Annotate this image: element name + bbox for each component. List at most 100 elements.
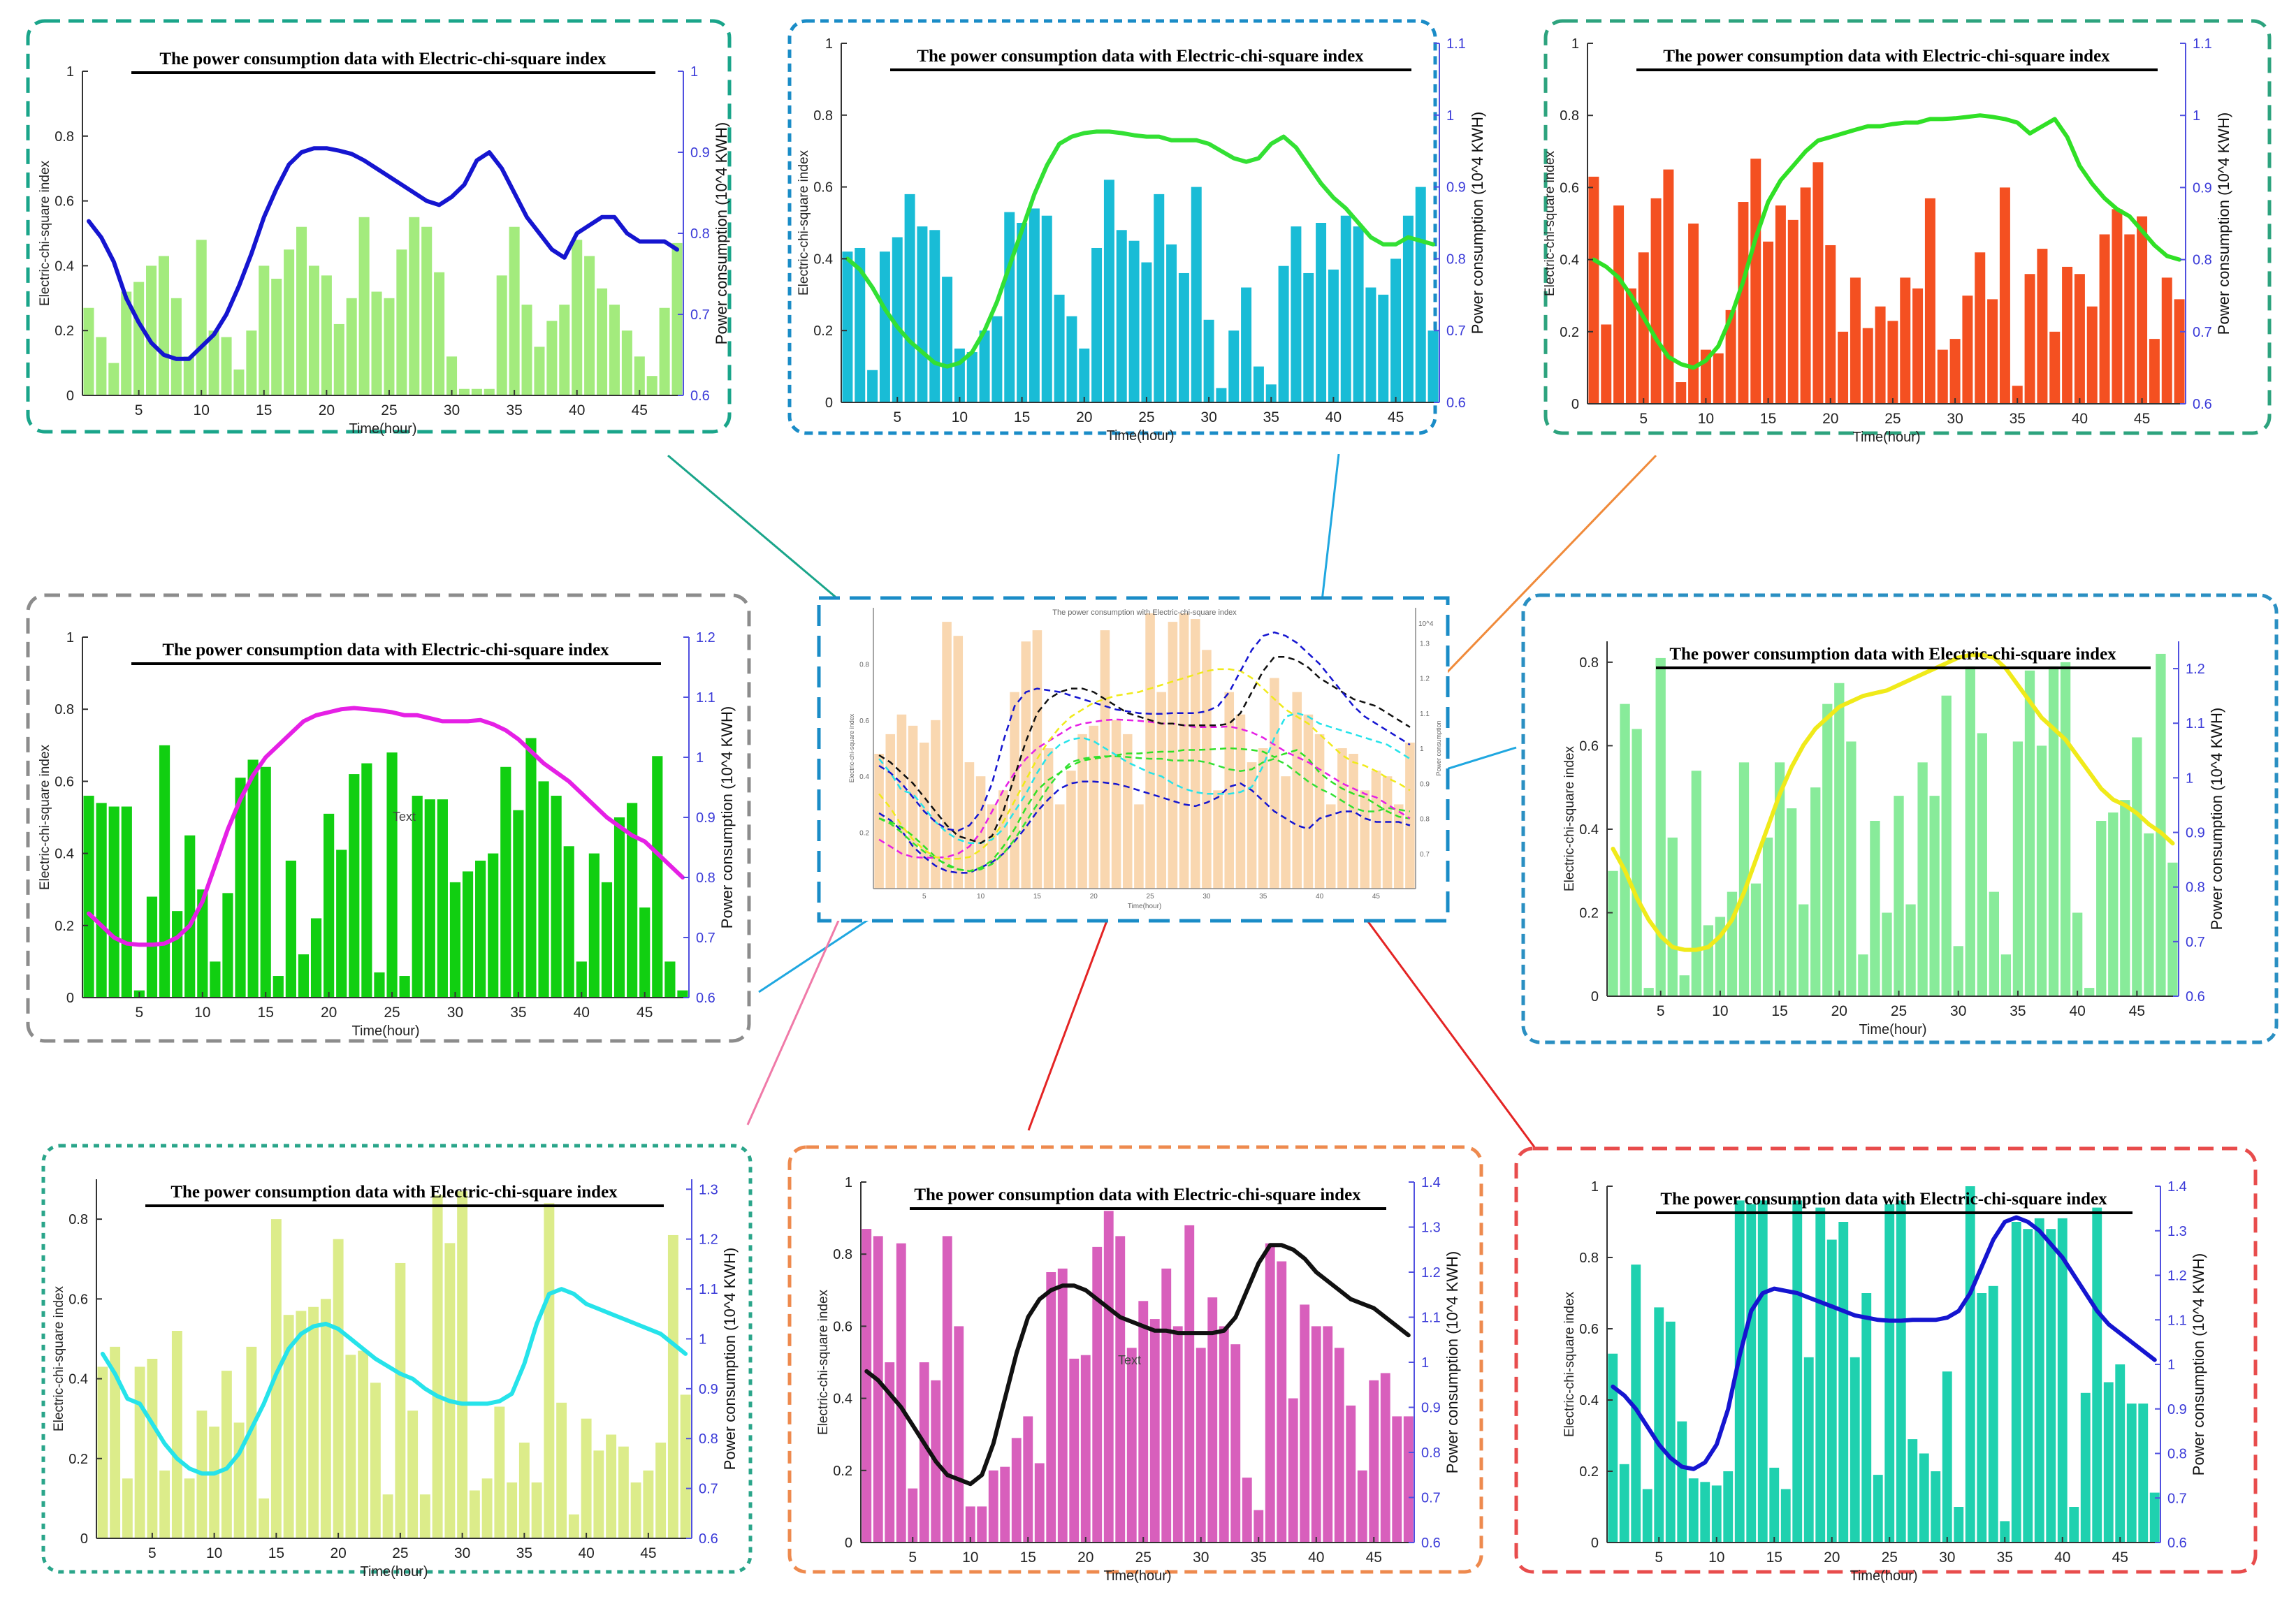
- bar: [2149, 1492, 2160, 1543]
- bar: [1987, 299, 1998, 404]
- bar: [358, 1350, 369, 1538]
- bar: [1141, 262, 1152, 402]
- bar: [170, 298, 182, 395]
- ytick-label: 0.4: [68, 1372, 88, 1387]
- bar: [929, 230, 940, 402]
- bar: [664, 961, 676, 998]
- bar: [979, 330, 990, 402]
- ytick-label: 0.2: [813, 323, 833, 339]
- ytick-label: 0: [1591, 989, 1599, 1005]
- y-axis-label: Electric-chi-square index: [52, 1285, 66, 1431]
- bar: [1988, 1285, 1998, 1543]
- bar: [1858, 954, 1868, 996]
- y2tick-label: 0.6: [699, 1531, 718, 1547]
- bar: [659, 307, 670, 395]
- y2-axis-label: Power consumption (10^4 KWH): [718, 706, 736, 928]
- bar: [1000, 1466, 1010, 1543]
- bar: [1882, 912, 1892, 996]
- y2tick-label: 0.9: [2193, 180, 2212, 196]
- center-ytick-label: 0.2: [859, 830, 869, 838]
- xtick-label: 30: [1200, 409, 1216, 425]
- center-bar: [919, 742, 929, 889]
- y2tick-label: 1.1: [2186, 716, 2205, 731]
- center-bar: [1270, 678, 1279, 889]
- xtick-label: 25: [1882, 1550, 1898, 1566]
- bar: [1303, 272, 1314, 402]
- bar: [2012, 386, 2023, 404]
- bar: [2096, 820, 2107, 996]
- xtick-label: 45: [1366, 1550, 1382, 1566]
- center-bar: [931, 720, 940, 889]
- center-series-line: [878, 631, 1411, 832]
- y2tick-label: 0.6: [1446, 395, 1466, 411]
- bar: [1149, 1319, 1160, 1543]
- ytick-label: 0.6: [1579, 1322, 1599, 1337]
- bar: [283, 1315, 294, 1538]
- bar: [308, 1306, 319, 1538]
- center-bar: [1258, 748, 1268, 889]
- bar: [1884, 1204, 1895, 1543]
- bar: [1278, 265, 1289, 402]
- ytick-label: 0: [1571, 397, 1579, 412]
- bar: [1029, 208, 1040, 402]
- bar: [1334, 1348, 1344, 1543]
- ytick-label: 0.2: [1560, 325, 1579, 340]
- bar: [1138, 1301, 1149, 1543]
- ytick-label: 0.4: [55, 847, 74, 862]
- bar: [1873, 1475, 1883, 1543]
- center-bar: [1100, 630, 1110, 889]
- bar: [412, 796, 423, 998]
- ytick-label: 0.6: [813, 180, 833, 196]
- ytick-label: 0: [80, 1531, 88, 1547]
- bar: [1203, 319, 1214, 402]
- xtick-label: 15: [1014, 409, 1030, 425]
- center-xtick-label: 45: [1372, 893, 1381, 901]
- ytick-label: 0.4: [55, 258, 74, 274]
- bar: [2108, 812, 2119, 996]
- y2tick-label: 1.4: [1421, 1175, 1441, 1190]
- bar: [2036, 745, 2047, 996]
- xtick-label: 30: [447, 1005, 463, 1021]
- bar: [1896, 1200, 1906, 1543]
- bar: [568, 1514, 579, 1538]
- xtick-label: 40: [2069, 1003, 2085, 1019]
- xtick-label: 25: [1884, 411, 1901, 427]
- xtick-label: 35: [1263, 409, 1279, 425]
- y2tick-label: 1.2: [2186, 662, 2205, 677]
- bar: [247, 759, 259, 998]
- y2tick-label: 0.6: [2186, 989, 2205, 1005]
- bar: [321, 275, 332, 395]
- panel-top-middle: 0 0.2 0.4 0.6 0.8 1 0.6 0.7 0.8 0.9 1 1.1 5 10 15 20 25 3…: [787, 19, 1486, 444]
- bar: [197, 889, 208, 998]
- bar: [488, 853, 499, 998]
- bar: [2000, 954, 2012, 996]
- center-bar: [1337, 748, 1347, 889]
- xtick-label: 15: [1766, 1550, 1782, 1566]
- bar: [1937, 349, 1948, 404]
- y2tick-label: 1: [696, 750, 704, 766]
- bar: [977, 1506, 987, 1543]
- xtick-label: 35: [510, 1005, 526, 1021]
- index-line: [87, 706, 685, 947]
- bar: [1254, 1510, 1264, 1543]
- bar: [1300, 1304, 1310, 1543]
- center-bar: [1202, 650, 1212, 889]
- bar: [601, 882, 613, 998]
- bar: [235, 778, 246, 998]
- bar: [1230, 1344, 1241, 1543]
- bar: [1810, 787, 1821, 996]
- bar: [1700, 1482, 1710, 1543]
- bar: [1242, 1478, 1252, 1543]
- bar: [444, 1243, 456, 1538]
- bar: [210, 961, 221, 998]
- bar: [521, 305, 532, 395]
- bar: [1769, 1467, 1780, 1543]
- bar: [1080, 1355, 1091, 1543]
- xtick-label: 30: [1950, 1003, 1966, 1019]
- center-y2tick-label: 1: [1420, 745, 1424, 753]
- y2tick-label: 1.1: [2193, 36, 2212, 52]
- y2tick-label: 0.9: [696, 810, 715, 826]
- bar: [942, 1236, 952, 1543]
- bar: [1667, 837, 1678, 996]
- bar: [1838, 1222, 1849, 1543]
